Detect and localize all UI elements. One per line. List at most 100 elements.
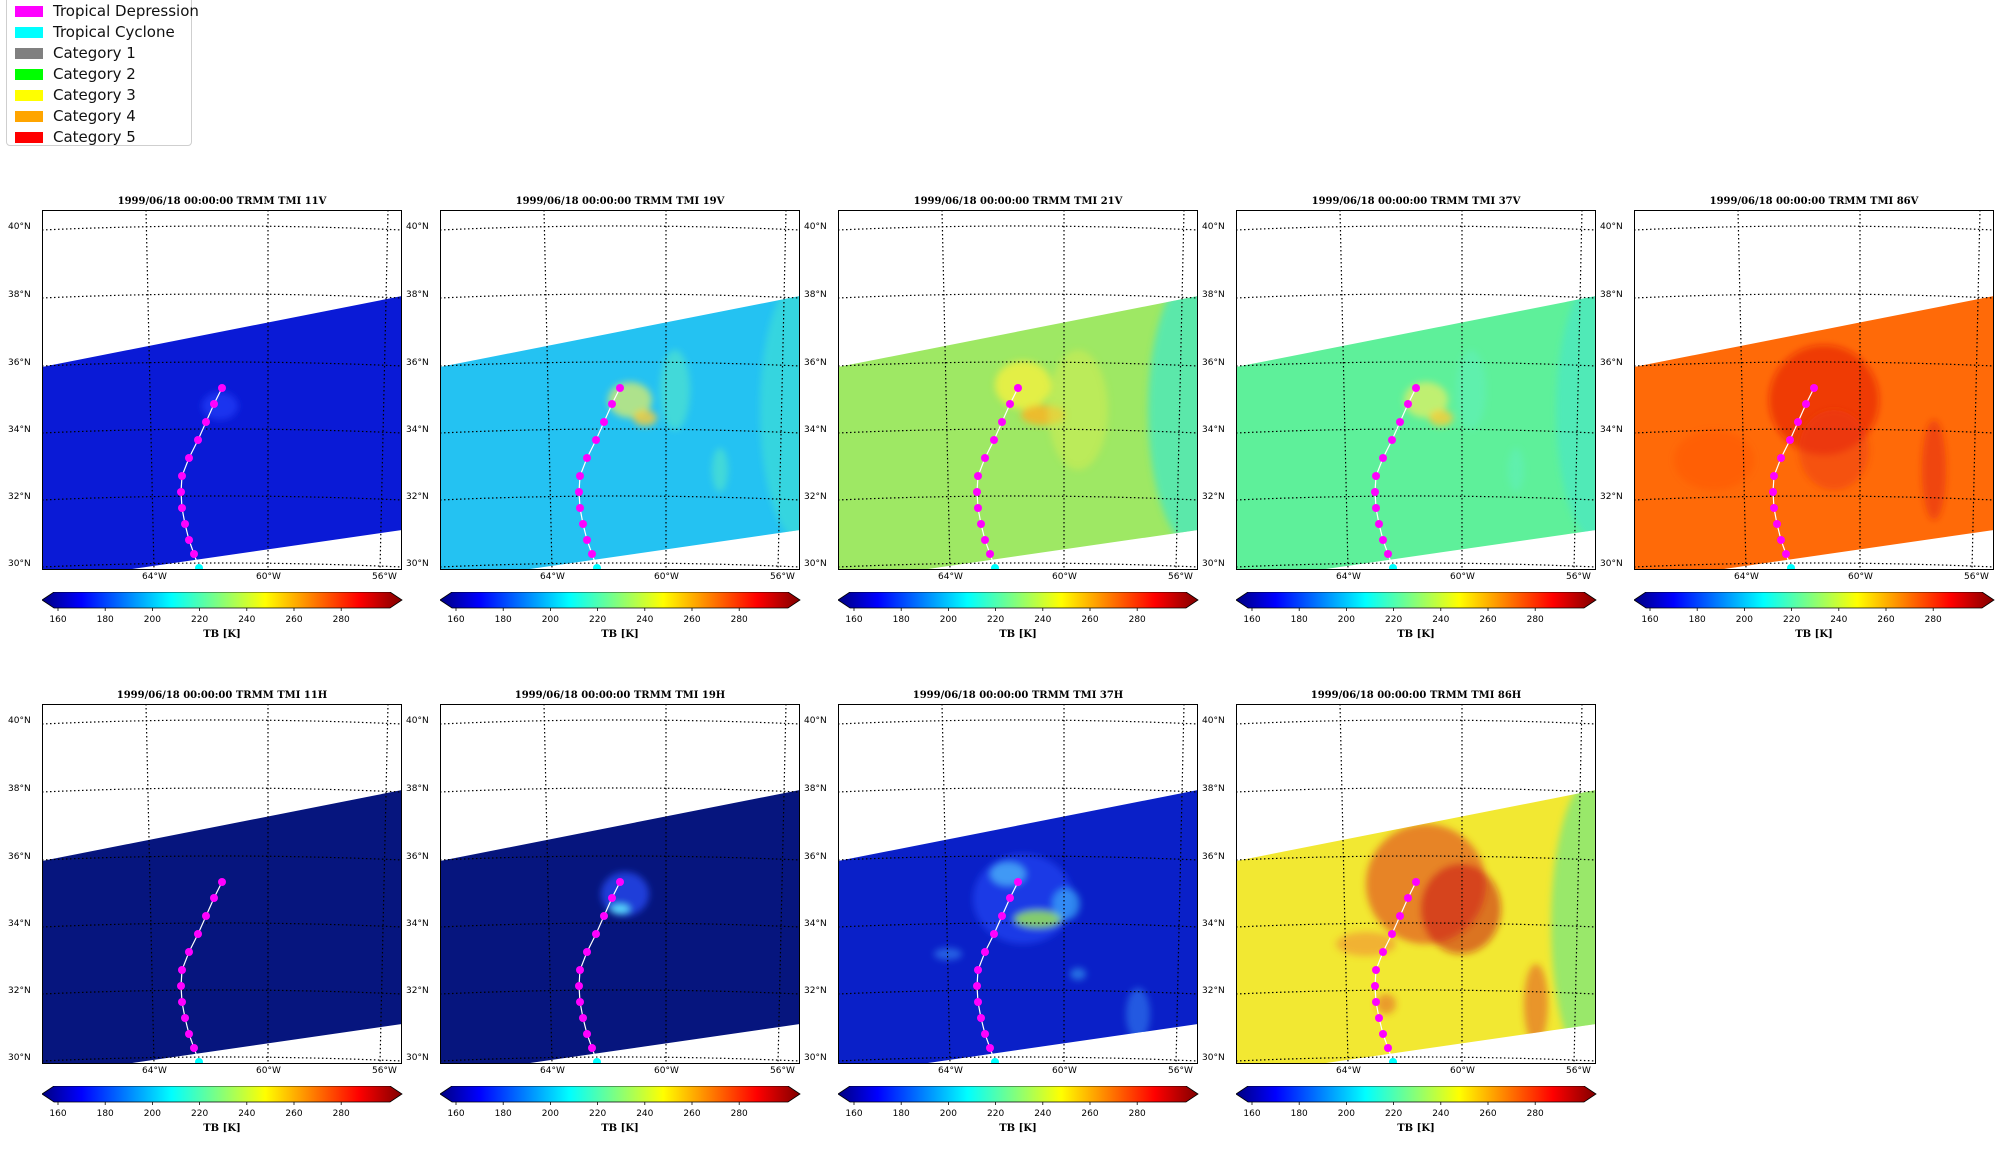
track-point xyxy=(991,564,999,570)
satellite-swath xyxy=(440,296,800,570)
latitude-label: 30°N xyxy=(1600,559,1623,569)
track-point xyxy=(977,520,985,528)
latitude-label: 32°N xyxy=(1202,492,1225,502)
track-point xyxy=(1379,1030,1387,1038)
map-plot xyxy=(440,704,800,1064)
legend-swatch xyxy=(15,5,43,17)
colorbar-tick-label: 160 xyxy=(49,1109,66,1119)
track-point xyxy=(576,472,584,480)
satellite-swath xyxy=(838,296,1198,570)
track-point xyxy=(986,550,994,558)
track-point xyxy=(593,564,601,570)
latitude-label: 32°N xyxy=(804,986,827,996)
track-point xyxy=(1802,400,1810,408)
track-point xyxy=(1014,384,1022,392)
track-point xyxy=(178,998,186,1006)
colorbar-tick-label: 200 xyxy=(1736,615,1753,625)
track-point xyxy=(579,1014,587,1022)
colorbar-tick-label: 280 xyxy=(1925,615,1942,625)
colorbar-label: TB [K] xyxy=(1795,629,1833,640)
latitude-label: 34°N xyxy=(804,919,827,929)
track-point xyxy=(1000,1083,1008,1084)
longitude-label: 64°W xyxy=(540,1066,565,1076)
latitude-label: 36°N xyxy=(804,852,827,862)
satellite-swath xyxy=(440,790,800,1064)
colorbar-tick-label: 200 xyxy=(940,615,957,625)
longitude-label: 60°W xyxy=(1848,572,1873,582)
colorbar-tick-label: 200 xyxy=(144,615,161,625)
track-point xyxy=(593,1058,601,1064)
track-point xyxy=(974,966,982,974)
graticule xyxy=(440,210,800,570)
legend-item: Tropical Cyclone xyxy=(15,23,175,41)
legend-label: Tropical Depression xyxy=(53,2,199,20)
track-point xyxy=(190,1044,198,1052)
graticule xyxy=(1634,210,1994,570)
panel-title: 1999/06/18 00:00:00 TRMM TMI 86H xyxy=(1310,690,1522,701)
colorbar-tick-label: 280 xyxy=(731,615,748,625)
track-point xyxy=(1770,504,1778,512)
storm-track xyxy=(177,878,226,1084)
track-point xyxy=(1412,878,1420,886)
track-point xyxy=(190,550,198,558)
track-point xyxy=(974,472,982,480)
track-point xyxy=(602,589,610,590)
track-point xyxy=(210,400,218,408)
colorbar-tick-label: 220 xyxy=(589,1109,606,1119)
track-point xyxy=(986,1044,994,1052)
colorbar-tick-label: 260 xyxy=(285,1109,302,1119)
track-point xyxy=(592,930,600,938)
longitude-label: 60°W xyxy=(256,1066,281,1076)
tb-map-panel: 1999/06/18 00:00:00 TRMM TMI 86H 40°N 38°N… xyxy=(1202,690,1616,1150)
panel-title: 1999/06/18 00:00:00 TRMM TMI 21V xyxy=(913,196,1123,207)
track-point xyxy=(995,576,1003,584)
track-point xyxy=(576,998,584,1006)
track-point xyxy=(583,948,591,956)
track-point xyxy=(1372,966,1380,974)
latitude-label: 32°N xyxy=(1600,492,1623,502)
track-point xyxy=(600,418,608,426)
colorbar-tick-label: 160 xyxy=(845,615,862,625)
latitude-label: 36°N xyxy=(406,358,429,368)
colorbar-tick-label: 240 xyxy=(1034,615,1051,625)
colorbar-label: TB [K] xyxy=(1397,1123,1435,1134)
track-point xyxy=(974,998,982,1006)
colorbar-tick-label: 260 xyxy=(1479,1109,1496,1119)
colorbar: 160 180 200 220 240 260 280 TB [K] xyxy=(1236,592,1597,640)
latitude-label: 38°N xyxy=(8,784,31,794)
latitude-label: 30°N xyxy=(8,559,31,569)
track-point xyxy=(1777,536,1785,544)
legend-item: Tropical Depression xyxy=(15,2,199,20)
legend-label: Category 2 xyxy=(53,65,136,83)
panel-title: 1999/06/18 00:00:00 TRMM TMI 19V xyxy=(515,196,725,207)
track-point xyxy=(177,982,185,990)
colorbar-tick-label: 200 xyxy=(1338,1109,1355,1119)
track-point xyxy=(185,536,193,544)
longitude-label: 56°W xyxy=(372,1066,397,1076)
track-point xyxy=(194,930,202,938)
longitude-label: 56°W xyxy=(1168,572,1193,582)
colorbar-tick-label: 260 xyxy=(1479,615,1496,625)
longitude-label: 60°W xyxy=(256,572,281,582)
track-point xyxy=(1810,384,1818,392)
graticule xyxy=(1236,704,1596,1064)
latitude-label: 34°N xyxy=(406,919,429,929)
track-point xyxy=(185,948,193,956)
track-point xyxy=(1396,418,1404,426)
track-point xyxy=(973,982,981,990)
track-point xyxy=(202,912,210,920)
track-point xyxy=(608,894,616,902)
longitude-label: 64°W xyxy=(1336,1066,1361,1076)
latitude-label: 32°N xyxy=(804,492,827,502)
track-point xyxy=(204,1083,212,1084)
legend-label: Category 3 xyxy=(53,86,136,104)
colorbar-tick-label: 280 xyxy=(1527,615,1544,625)
latitude-label: 30°N xyxy=(1202,559,1225,569)
tb-map-panel: 1999/06/18 00:00:00 TRMM TMI 37V 40°N 38°N… xyxy=(1202,196,1616,656)
latitude-label: 30°N xyxy=(804,559,827,569)
colorbar-tick-label: 180 xyxy=(97,615,114,625)
colorbar-tick-label: 160 xyxy=(845,1109,862,1119)
latitude-label: 40°N xyxy=(8,222,31,232)
longitude-label: 60°W xyxy=(654,1066,679,1076)
colorbar-label: TB [K] xyxy=(1397,629,1435,640)
